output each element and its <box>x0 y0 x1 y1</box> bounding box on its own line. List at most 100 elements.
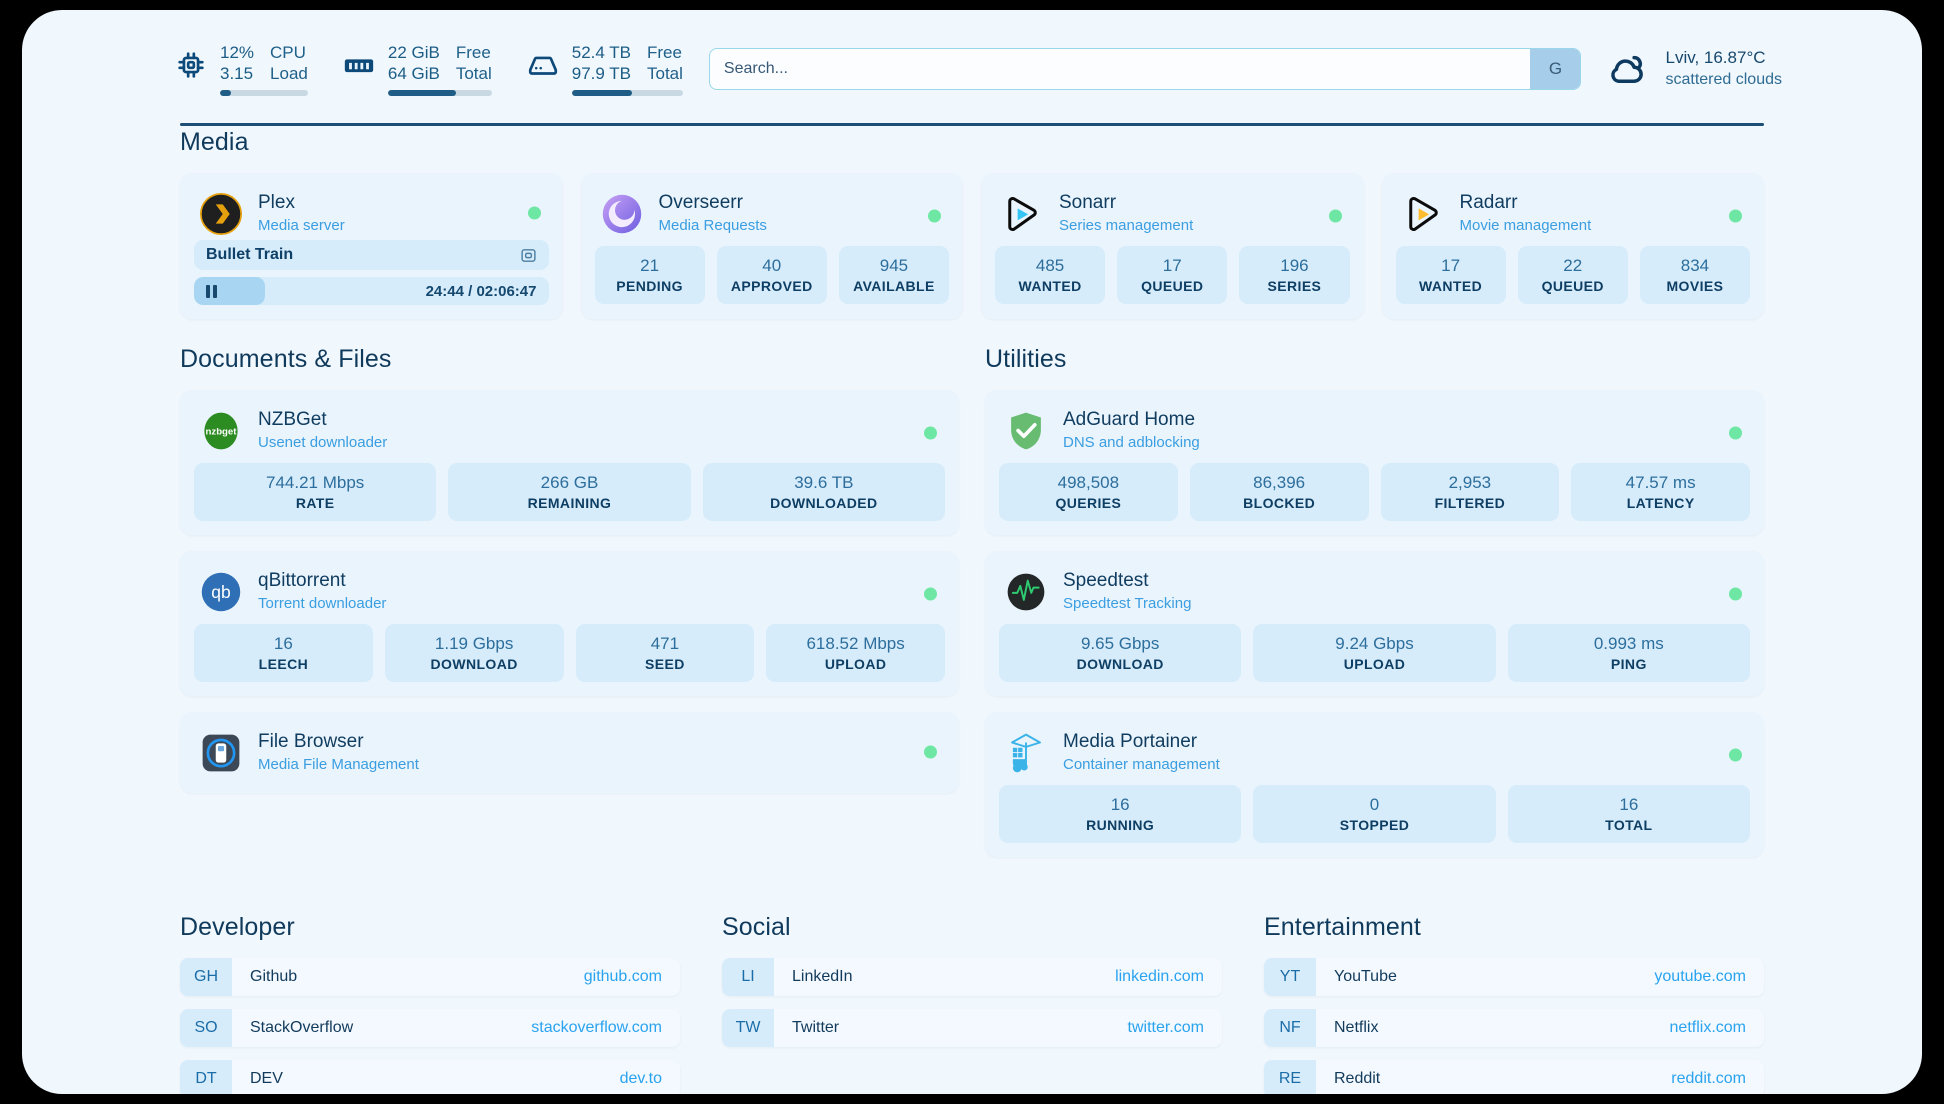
bookmark-group-title: Developer <box>180 913 295 941</box>
service-card-nzbget[interactable]: nzbget NZBGet Usenet downloader 744.21 Mbps… <box>180 390 959 535</box>
card-subtitle: Series management <box>1059 217 1194 234</box>
stat-tile-value: 16 <box>1110 795 1130 814</box>
card-header: Radarr Movie management <box>1396 185 1751 246</box>
service-card-qbittorrent[interactable]: qb qBittorrent Torrent downloader 16 LEECH 1.… <box>180 551 959 696</box>
stat-tile[interactable]: 22 QUEUED <box>1517 246 1628 304</box>
bookmark-abbr: YT <box>1264 958 1316 996</box>
service-card-sonarr[interactable]: Sonarr Series management 485 WANTED 17 QUEUED… <box>981 173 1364 319</box>
pause-icon[interactable] <box>206 284 217 298</box>
now-playing-title: Bullet Train <box>206 246 294 263</box>
stat-tile[interactable]: 16 LEECH <box>194 624 373 682</box>
stat-tile-label: LEECH <box>258 656 309 672</box>
search-engine-button[interactable]: G <box>1530 49 1581 89</box>
service-card-adguard-home[interactable]: AdGuard Home DNS and adblocking 498,508 QUE… <box>985 390 1764 535</box>
search-box[interactable]: G <box>708 48 1582 90</box>
status-indicator-online <box>924 426 937 439</box>
portainer-logo <box>1005 732 1047 774</box>
weather-widget: Lviv, 16.87°C scattered clouds <box>1607 47 1782 91</box>
stat-tile-label: TOTAL <box>1605 817 1653 833</box>
stat-tile[interactable]: 945 AVAILABLE <box>838 246 950 304</box>
stat-value-secondary: 3.15 <box>220 64 254 83</box>
service-card-plex[interactable]: Plex Media server Bullet Train 24:44 / 02:0… <box>180 173 563 319</box>
bookmark-abbr: SO <box>180 1009 232 1047</box>
stat-tile[interactable]: 266 GB REMAINING <box>448 463 691 521</box>
bookmark-abbr: TW <box>722 1009 774 1047</box>
stat-tile-value: 196 <box>1280 256 1309 275</box>
speedtest-logo <box>1005 571 1047 613</box>
weather-location: Lviv, 16.87°C <box>1665 48 1766 67</box>
card-title: Media Portainer <box>1063 731 1198 752</box>
stat-tile[interactable]: 17 QUEUED <box>1117 246 1228 304</box>
stat-tile[interactable]: 0.993 ms PING <box>1507 624 1750 682</box>
bookmark-group-title: Social <box>722 913 791 941</box>
stat-values: 12% 3.15 <box>220 42 254 84</box>
bookmark-item[interactable]: RE Reddit reddit.com <box>1264 1060 1764 1094</box>
stat-tile[interactable]: 498,508 QUERIES <box>999 463 1178 521</box>
bookmark-item[interactable]: DT DEV dev.to <box>180 1060 680 1094</box>
stat-tile[interactable]: 9.24 Gbps UPLOAD <box>1253 624 1496 682</box>
card-header: File Browser Media File Management <box>194 724 945 779</box>
bookmark-abbr: NF <box>1264 1009 1316 1047</box>
service-card-media-portainer[interactable]: Media Portainer Container management 16 RUN… <box>985 712 1764 857</box>
bookmark-name: StackOverflow <box>250 1019 354 1036</box>
playback-time: 24:44 / 02:06:47 <box>425 282 537 300</box>
cast-icon[interactable] <box>520 247 537 264</box>
stat-tile[interactable]: 39.6 TB DOWNLOADED <box>702 463 945 521</box>
bookmark-item[interactable]: YT YouTube youtube.com <box>1264 958 1764 996</box>
card-title: Plex <box>258 192 295 213</box>
stat-tile[interactable]: 40 APPROVED <box>716 246 827 304</box>
bookmark-group-title: Entertainment <box>1264 913 1421 941</box>
stat-tile[interactable]: 21 PENDING <box>594 246 705 304</box>
stat-tile-label: RATE <box>295 495 335 511</box>
search-input[interactable] <box>709 49 1531 89</box>
stat-tile-value: 0 <box>1369 795 1380 814</box>
stat-value-primary: 52.4 TB <box>571 43 631 62</box>
card-header: nzbget NZBGet Usenet downloader <box>194 402 945 463</box>
section-title-utilities: Utilities <box>985 345 1067 373</box>
stat-tile[interactable]: 0 STOPPED <box>1253 785 1496 843</box>
stat-tile[interactable]: 16 TOTAL <box>1507 785 1750 843</box>
card-subtitle: Media File Management <box>258 756 419 773</box>
playback-progress-bar[interactable]: 24:44 / 02:06:47 <box>194 277 549 305</box>
stat-tile-label: BLOCKED <box>1243 495 1316 511</box>
bookmarks-area: Developer GH Github github.com SO StackOverfl… <box>180 913 1764 1094</box>
stat-tile[interactable]: 744.21 Mbps RATE <box>194 463 437 521</box>
stat-tile-value: 2,953 <box>1448 473 1492 492</box>
stat-tile[interactable]: 196 SERIES <box>1239 246 1350 304</box>
stat-tile[interactable]: 1.19 Gbps DOWNLOAD <box>384 624 564 682</box>
bookmark-group-entertainment: Entertainment YT YouTube youtube.com NF Netfl… <box>1264 913 1764 1094</box>
bookmark-abbr: LI <box>722 958 774 996</box>
bookmark-item[interactable]: LI LinkedIn linkedin.com <box>722 958 1222 996</box>
stat-tile[interactable]: 834 MOVIES <box>1639 246 1751 304</box>
stat-tile-label: QUEUED <box>1541 278 1604 294</box>
card-header: AdGuard Home DNS and adblocking <box>999 402 1750 463</box>
system-stats: 12% 3.15 CPU Load 22 GiB 64 GiB Free Total 52.4 … <box>174 42 683 96</box>
now-playing-bar[interactable]: Bullet Train <box>194 240 549 270</box>
stat-tile[interactable]: 86,396 BLOCKED <box>1189 463 1369 521</box>
stat-tile[interactable]: 47.57 ms LATENCY <box>1571 463 1750 521</box>
stat-tile[interactable]: 2,953 FILTERED <box>1380 463 1560 521</box>
stat-tile[interactable]: 17 WANTED <box>1395 246 1506 304</box>
stat-tile[interactable]: 16 RUNNING <box>999 785 1242 843</box>
bookmark-name: Reddit <box>1334 1070 1381 1087</box>
card-title: File Browser <box>258 731 364 752</box>
bookmark-list: YT YouTube youtube.com NF Netflix netflix.com… <box>1264 958 1764 1094</box>
bookmark-item[interactable]: SO StackOverflow stackoverflow.com <box>180 1009 680 1047</box>
stat-tile[interactable]: 485 WANTED <box>995 246 1106 304</box>
stat-tile-value: 498,508 <box>1057 473 1120 492</box>
bookmark-group-developer: Developer GH Github github.com SO StackOverfl… <box>180 913 680 1094</box>
service-card-radarr[interactable]: Radarr Movie management 17 WANTED 22 QUEUED 83… <box>1381 173 1764 319</box>
service-card-overseerr[interactable]: Overseerr Media Requests 21 PENDING 40 APPROV… <box>580 173 963 319</box>
bookmark-item[interactable]: TW Twitter twitter.com <box>722 1009 1222 1047</box>
stat-tile-label: APPROVED <box>730 278 813 294</box>
bookmark-item[interactable]: GH Github github.com <box>180 958 680 996</box>
service-card-file-browser[interactable]: File Browser Media File Management <box>180 712 959 793</box>
section-title-documents: Documents & Files <box>180 345 392 373</box>
stat-tile[interactable]: 471 SEED <box>575 624 755 682</box>
stat-tile[interactable]: 9.65 Gbps DOWNLOAD <box>999 624 1242 682</box>
service-card-speedtest[interactable]: Speedtest Speedtest Tracking 9.65 Gbps DOWN… <box>985 551 1764 696</box>
stat-cpu: 12% 3.15 CPU Load <box>174 42 308 96</box>
stat-tile[interactable]: 618.52 Mbps UPLOAD <box>766 624 945 682</box>
bookmark-item[interactable]: NF Netflix netflix.com <box>1264 1009 1764 1047</box>
stat-label-secondary: Load <box>270 64 308 83</box>
